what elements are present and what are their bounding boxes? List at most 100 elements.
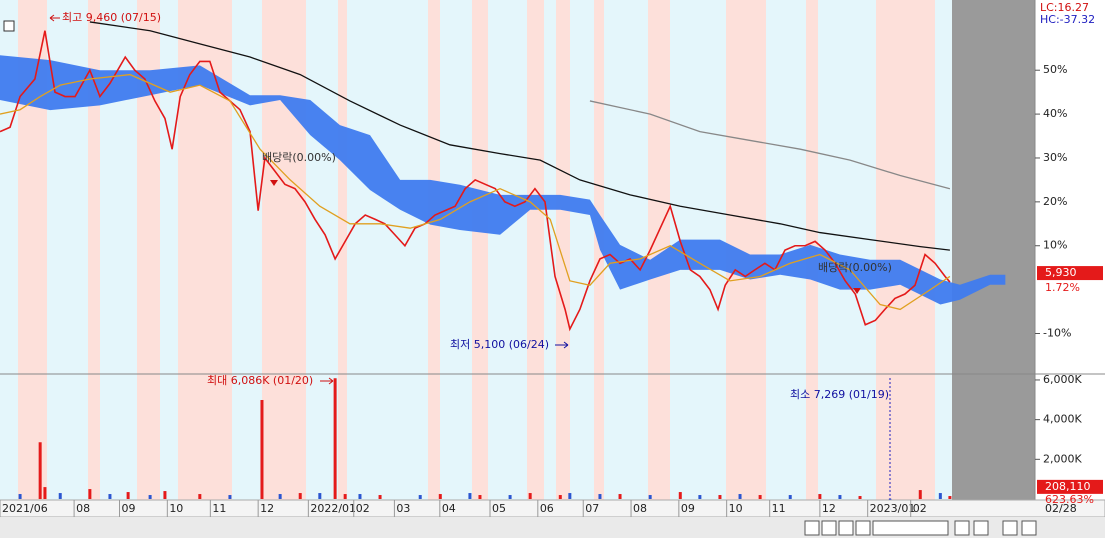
tool-button[interactable] <box>1002 520 1018 536</box>
moving-average <box>89 21 950 251</box>
end-date-label: 02/28 <box>1045 502 1077 515</box>
volume-bar <box>838 495 842 499</box>
y-tick-label: 20% <box>1043 195 1067 208</box>
last-volume-box <box>1037 479 1103 494</box>
x-tick-label: 09 <box>122 502 136 515</box>
volume-bar <box>758 495 762 499</box>
annotation: 최대 6,086K (01/20) <box>207 374 313 387</box>
volume-bar <box>228 495 232 499</box>
y-tick-label: 10% <box>1043 239 1067 252</box>
band <box>594 0 604 500</box>
volume-bar <box>598 494 602 499</box>
volume-bar <box>18 494 22 499</box>
volume-bar <box>788 495 792 499</box>
x-tick-label: 08 <box>633 502 647 515</box>
annotation-arrow <box>320 377 334 385</box>
x-tick-label: 2022/01 <box>310 502 356 515</box>
volume-bar <box>528 493 532 499</box>
band <box>472 0 488 500</box>
x-tick-label: 08 <box>76 502 90 515</box>
x-tick-label: 2021/06 <box>2 502 48 515</box>
band <box>137 0 160 500</box>
band <box>338 0 347 500</box>
volume-bar <box>558 495 562 499</box>
volume-bar <box>126 492 130 499</box>
rewind-button[interactable] <box>821 520 837 536</box>
x-tick-label: 11 <box>772 502 786 515</box>
x-tick-label: 03 <box>396 502 410 515</box>
x-tick-label: 09 <box>681 502 695 515</box>
volume-bar <box>618 494 622 499</box>
y-tick-label: 4,000K <box>1043 413 1082 426</box>
annotation: 배당락(0.00%) <box>818 261 892 274</box>
volume-bar <box>438 494 442 499</box>
price-line <box>0 30 951 332</box>
tool-button[interactable] <box>954 520 970 536</box>
volume-bar <box>858 496 862 499</box>
x-tick-label: 10 <box>169 502 183 515</box>
annotation: 최저 5,100 (06/24) <box>450 338 549 351</box>
stop-button[interactable] <box>838 520 854 536</box>
volume-bar <box>888 498 892 500</box>
y-tick-label: 6,000K <box>1043 373 1082 386</box>
annotation: 배당락(0.00%) <box>262 151 336 164</box>
future-area <box>952 0 1035 500</box>
volume-bar <box>298 493 302 499</box>
volume-bar <box>260 399 264 499</box>
x-tick-label: 2023/01 <box>870 502 916 515</box>
volume-bar <box>343 494 347 499</box>
volume-bar <box>718 495 722 499</box>
band <box>556 0 570 500</box>
ichimoku-cloud <box>0 55 1006 305</box>
volume-bar <box>378 495 382 499</box>
tool-button[interactable] <box>1021 520 1037 536</box>
x-tick-label: 10 <box>729 502 743 515</box>
x-tick-label: 05 <box>492 502 506 515</box>
last-volume: 208,110 <box>1045 480 1091 493</box>
x-tick-label: 12 <box>822 502 836 515</box>
scroll-left[interactable] <box>804 520 820 536</box>
y-tick-label: 2,000K <box>1043 452 1082 465</box>
volume-bar <box>648 495 652 499</box>
volume-bar <box>318 493 322 499</box>
volume-bar <box>278 494 282 499</box>
volume-bar <box>333 378 337 499</box>
x-tick-label: 06 <box>540 502 554 515</box>
volume-bar <box>43 487 47 499</box>
volume-bar <box>678 492 682 499</box>
volume-bar <box>358 494 362 499</box>
volume-bar <box>468 493 472 499</box>
forward-button[interactable] <box>855 520 871 536</box>
hc-label: HC:-37.32 <box>1040 13 1095 26</box>
volume-bar <box>418 495 422 499</box>
band <box>527 0 544 500</box>
volume-bar <box>198 494 202 499</box>
x-tick-label: 02 <box>356 502 370 515</box>
volume-bar <box>58 493 62 499</box>
tool-button[interactable] <box>973 520 989 536</box>
volume-bar <box>38 442 42 499</box>
volume-bar <box>738 494 742 499</box>
last-volume-change: 623.63% <box>1045 493 1094 506</box>
moving-average <box>589 100 951 190</box>
last-price: 5,930 <box>1045 266 1077 279</box>
band <box>876 0 935 500</box>
volume-bar <box>568 493 572 499</box>
volume-bar <box>948 496 952 499</box>
volume-bar <box>163 491 167 499</box>
y-tick-label: 30% <box>1043 151 1067 164</box>
band <box>428 0 440 500</box>
volume-bar <box>88 489 92 499</box>
zoom-slider[interactable] <box>872 520 949 536</box>
y-tick-label: 50% <box>1043 63 1067 76</box>
moving-average <box>0 73 951 311</box>
band <box>262 0 306 500</box>
menu-icon[interactable] <box>3 20 15 32</box>
annotation-arrow <box>49 14 60 22</box>
band <box>88 0 100 500</box>
volume-bar <box>478 495 482 499</box>
volume-bar <box>148 495 152 499</box>
annotation-arrow <box>555 341 569 349</box>
volume-bar <box>698 495 702 499</box>
